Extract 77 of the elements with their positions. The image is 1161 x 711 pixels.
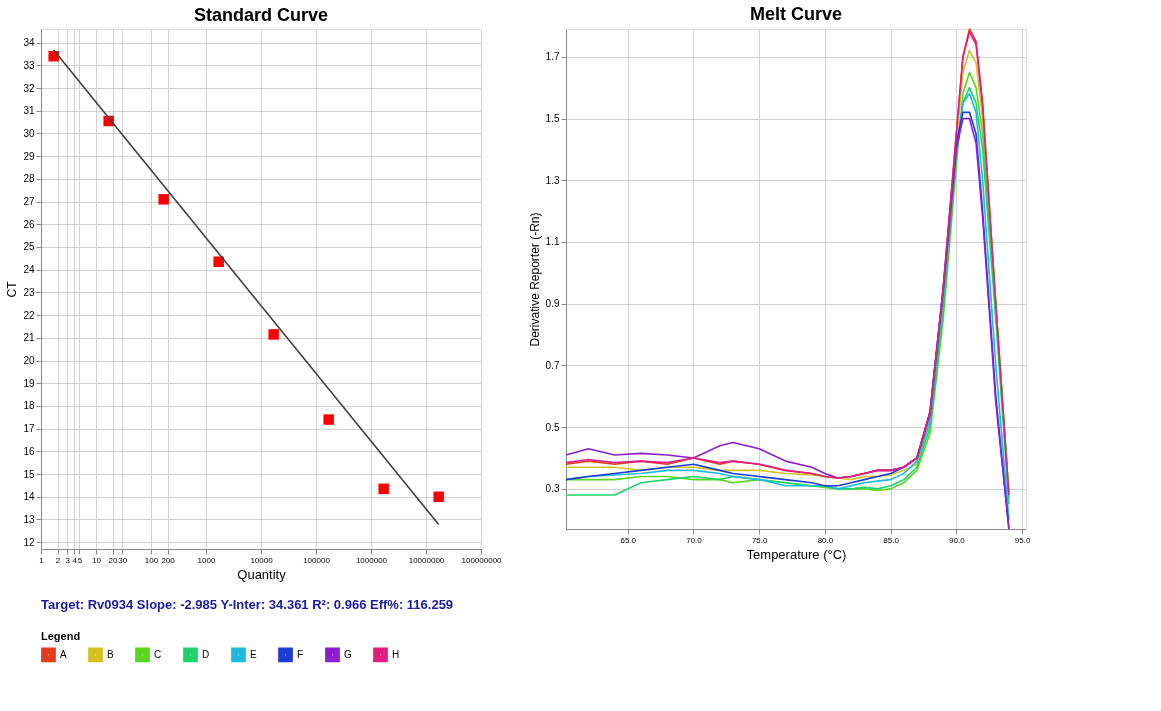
point bbox=[323, 414, 334, 425]
x-tick-label: 100000 bbox=[303, 555, 331, 565]
y-tick-label: 19 bbox=[23, 377, 35, 389]
x-tick-label: 100000000 bbox=[461, 555, 503, 565]
y-axis-title: CT bbox=[5, 280, 20, 298]
y-tick-label: 18 bbox=[23, 400, 35, 412]
y-tick-label: 28 bbox=[23, 173, 35, 185]
chart-title: Melt Curve bbox=[749, 4, 843, 25]
x-tick-label: 30 bbox=[118, 555, 128, 565]
y-tick-label: 33 bbox=[23, 59, 35, 71]
x-tick-label: 4 bbox=[72, 555, 78, 565]
x-tick-label: 20 bbox=[108, 555, 119, 565]
y-tick-label: 29 bbox=[23, 150, 35, 162]
x-tick-label: 95.0 bbox=[1014, 535, 1031, 545]
y-tick-label: 0.7 bbox=[545, 359, 560, 371]
y-tick-label: 17 bbox=[23, 423, 35, 435]
chart-title: Standard Curve bbox=[193, 5, 329, 25]
x-tick-label: 5 bbox=[77, 555, 83, 565]
y-tick-label: 27 bbox=[23, 196, 35, 208]
y-tick-label: 25 bbox=[23, 241, 35, 253]
x-tick-label: 75.0 bbox=[751, 535, 769, 545]
legend-title: Legend bbox=[41, 630, 81, 642]
x-tick-label: 1 bbox=[39, 555, 45, 565]
x-tick-label: 10000000 bbox=[408, 555, 445, 565]
y-tick-label: 30 bbox=[23, 127, 35, 139]
x-tick-label: 10000 bbox=[250, 555, 274, 565]
y-tick-label: 14 bbox=[23, 491, 35, 503]
y-tick-label: 20 bbox=[23, 355, 35, 367]
x-tick-label: 1000 bbox=[197, 555, 216, 565]
point bbox=[48, 51, 59, 62]
x-tick-label: 100 bbox=[144, 555, 159, 565]
legend-label: A bbox=[60, 648, 67, 660]
y-tick-label: 23 bbox=[23, 286, 35, 298]
y-tick-label: 32 bbox=[23, 82, 35, 94]
x-tick-label: 10 bbox=[92, 555, 102, 565]
legend-label: B bbox=[107, 648, 114, 660]
legend-label: G bbox=[344, 648, 352, 660]
y-axis-title: Derivative Reporter (-Rn) bbox=[527, 212, 542, 347]
y-tick-label: 26 bbox=[23, 218, 35, 230]
x-axis-title: Quantity bbox=[237, 566, 287, 582]
point bbox=[378, 483, 389, 495]
y-tick-label: 1.3 bbox=[545, 174, 560, 186]
y-tick-label: 1.5 bbox=[545, 113, 560, 125]
legend-label: D bbox=[202, 648, 210, 660]
x-tick-label: 200 bbox=[161, 555, 176, 565]
y-tick-label: 1.1 bbox=[545, 236, 560, 248]
legend-label: H bbox=[392, 648, 400, 660]
y-tick-label: 34 bbox=[23, 37, 35, 49]
point bbox=[213, 256, 224, 267]
y-tick-label: 0.9 bbox=[545, 298, 560, 310]
y-tick-label: 0.3 bbox=[545, 483, 560, 495]
y-tick-label: 31 bbox=[23, 105, 35, 117]
x-tick-label: 65.0 bbox=[620, 535, 637, 545]
x-axis-title: Temperature (°C) bbox=[746, 546, 847, 562]
y-tick-label: 12 bbox=[23, 536, 35, 548]
x-tick-label: 70.0 bbox=[686, 535, 703, 545]
y-tick-label: 13 bbox=[23, 513, 35, 525]
y-tick-label: 16 bbox=[23, 445, 35, 457]
x-tick-label: 2 bbox=[55, 555, 61, 565]
point bbox=[433, 491, 444, 503]
x-tick-label: 3 bbox=[65, 555, 71, 565]
point bbox=[158, 194, 169, 205]
y-tick-label: 15 bbox=[23, 468, 35, 480]
y-tick-label: 22 bbox=[23, 309, 35, 321]
x-tick-label: 85.0 bbox=[883, 535, 900, 545]
text: Target: Rv0934 Slope: -2.985 Y-Inter: 34.361 R²: 0.966 Eff%: 116.259 bbox=[41, 597, 454, 612]
x-tick-label: 80.0 bbox=[817, 535, 834, 545]
y-tick-label: 21 bbox=[23, 332, 35, 344]
y-tick-label: 1.7 bbox=[545, 51, 560, 63]
legend-label: E bbox=[250, 648, 257, 660]
legend-label: F bbox=[297, 648, 304, 660]
legend-label: C bbox=[154, 648, 162, 660]
y-tick-label: 0.5 bbox=[545, 421, 560, 433]
x-tick-label: 1000000 bbox=[355, 555, 388, 565]
y-tick-label: 24 bbox=[23, 264, 35, 276]
point bbox=[268, 329, 279, 340]
x-tick-label: 90.0 bbox=[949, 535, 966, 545]
